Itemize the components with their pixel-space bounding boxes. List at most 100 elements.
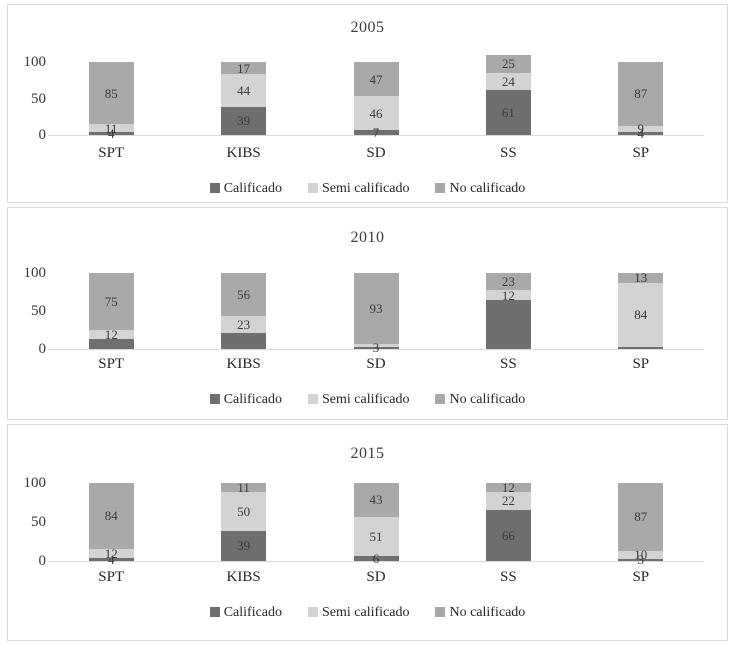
bar-segment-semi-calificado	[353, 96, 399, 130]
legend-item-no-calificado: No calificado	[435, 605, 525, 621]
bar-segment-semi-calificado	[618, 550, 664, 559]
bar-segment-calificado	[618, 558, 664, 561]
y-axis-tick-label: 50	[31, 514, 46, 530]
legend-item-semi-calificado: Semi calificado	[308, 392, 409, 408]
bar-segment-no-calificado	[618, 273, 664, 283]
bar-segment-semi-calificado	[353, 516, 399, 557]
chart-legend: Calificado Semi calificado No calificado	[8, 179, 727, 197]
x-axis-category-label: SPT	[98, 356, 125, 372]
bar-segment-no-calificado	[221, 62, 267, 75]
x-axis-line	[48, 135, 704, 136]
calificado-swatch-icon	[209, 607, 220, 617]
chart-panel-2005: 2005 100 50 0 4 11 85 SPT 39 44 17 KIBS 7 46 47 SD 61 24…	[7, 4, 728, 203]
legend-label: No calificado	[449, 392, 526, 407]
legend-label: Semi calificado	[322, 605, 410, 620]
legend-label: Calificado	[223, 181, 283, 196]
legend-label: Calificado	[223, 392, 283, 407]
legend-item-calificado: Calificado	[209, 392, 283, 408]
bar-segment-calificado	[485, 90, 531, 135]
x-axis-category-label: SD	[366, 356, 386, 372]
bar-segment-semi-calificado	[221, 315, 267, 334]
x-axis-category-label: KIBS	[226, 145, 261, 161]
bar-segment-semi-calificado	[88, 124, 134, 133]
chart-panel-2015: 2015 100 50 0 4 12 84 SPT 39 50 11 KIBS 6 51 43 SD 66 22…	[7, 424, 728, 641]
bar-segment-semi-calificado	[485, 72, 531, 91]
x-axis-category-label: SS	[500, 145, 517, 161]
calificado-swatch-icon	[209, 183, 220, 193]
bar-segment-semi-calificado	[353, 343, 399, 347]
y-axis-tick-label: 100	[23, 265, 47, 281]
chart-title: 2010	[350, 229, 385, 246]
semi-calificado-swatch-icon	[308, 183, 319, 193]
semi-calificado-swatch-icon	[308, 607, 319, 617]
x-axis-category-label: SD	[366, 145, 386, 161]
no-calificado-swatch-icon	[435, 183, 446, 193]
chart-title: 2005	[350, 19, 385, 36]
legend-label: No calificado	[449, 605, 526, 620]
y-axis-tick-label: 100	[23, 54, 47, 70]
y-axis-tick-label: 0	[38, 553, 47, 569]
chart-legend: Calificado Semi calificado No calificado	[8, 603, 727, 621]
legend-item-calificado: Calificado	[209, 181, 283, 197]
x-axis-category-label: KIBS	[226, 356, 261, 372]
bar-segment-no-calificado	[221, 483, 267, 492]
x-axis-category-label: SP	[632, 356, 650, 372]
no-calificado-swatch-icon	[435, 607, 446, 617]
bar-segment-calificado	[353, 556, 399, 561]
legend-item-no-calificado: No calificado	[435, 181, 525, 197]
x-axis-category-label: KIBS	[226, 569, 261, 585]
bar-segment-calificado	[221, 333, 267, 349]
bar-segment-calificado	[353, 129, 399, 135]
chart-legend: Calificado Semi calificado No calificado	[8, 390, 727, 408]
bar-segment-no-calificado	[485, 54, 531, 73]
legend-label: No calificado	[449, 181, 526, 196]
bar-segment-no-calificado	[353, 483, 399, 517]
x-axis-category-label: SD	[366, 569, 386, 585]
bar-segment-calificado	[485, 509, 531, 561]
bar-segment-calificado	[88, 132, 134, 135]
bar-segment-calificado	[353, 346, 399, 349]
bar-segment-no-calificado	[88, 483, 134, 549]
bar-segment-semi-calificado	[221, 74, 267, 107]
legend-label: Semi calificado	[322, 392, 410, 407]
x-axis-category-label: SPT	[98, 569, 125, 585]
x-axis-line	[48, 561, 704, 562]
bar-segment-no-calificado	[353, 62, 399, 97]
x-axis-category-label: SP	[632, 569, 650, 585]
calificado-swatch-icon	[209, 394, 220, 404]
x-axis-category-label: SPT	[98, 145, 125, 161]
bar-segment-semi-calificado	[618, 125, 664, 133]
y-axis-tick-label: 0	[38, 341, 47, 357]
bar-segment-no-calificado	[88, 273, 134, 330]
bar-segment-semi-calificado	[485, 492, 531, 510]
bar-segment-no-calificado	[618, 483, 664, 551]
legend-label: Semi calificado	[322, 181, 410, 196]
bar-segment-calificado	[618, 346, 664, 349]
y-axis-tick-label: 50	[31, 303, 46, 319]
bar-segment-no-calificado	[618, 62, 664, 126]
x-axis-category-label: SS	[500, 356, 517, 372]
no-calificado-swatch-icon	[435, 394, 446, 404]
x-axis-category-label: SP	[632, 145, 650, 161]
legend-item-semi-calificado: Semi calificado	[308, 181, 409, 197]
bar-segment-semi-calificado	[88, 548, 134, 558]
chart-title: 2015	[350, 445, 385, 462]
bar-segment-calificado	[88, 339, 134, 349]
y-axis-tick-label: 100	[23, 475, 47, 491]
bar-segment-calificado	[221, 530, 267, 561]
bar-segment-calificado	[221, 106, 267, 135]
bar-segment-semi-calificado	[618, 282, 664, 347]
y-axis-tick-label: 0	[38, 127, 47, 143]
legend-item-semi-calificado: Semi calificado	[308, 605, 409, 621]
bar-segment-calificado	[485, 299, 531, 349]
bar-segment-no-calificado	[88, 62, 134, 125]
bar-segment-no-calificado	[353, 273, 399, 344]
bar-segment-semi-calificado	[221, 491, 267, 531]
bar-segment-semi-calificado	[485, 290, 531, 300]
legend-label: Calificado	[223, 605, 283, 620]
semi-calificado-swatch-icon	[308, 394, 319, 404]
legend-item-calificado: Calificado	[209, 605, 283, 621]
legend-item-no-calificado: No calificado	[435, 392, 525, 408]
y-axis-tick-label: 50	[31, 90, 46, 107]
